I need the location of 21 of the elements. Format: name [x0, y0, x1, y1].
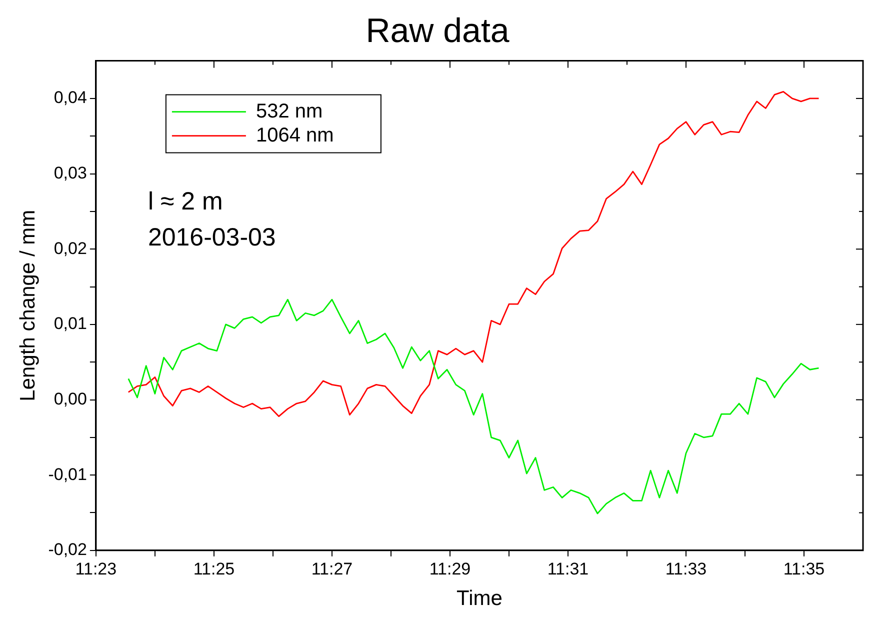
chart-title: Raw data [366, 12, 510, 50]
x-axis-title: Time [456, 587, 502, 610]
x-tick-label: 11:35 [783, 559, 825, 578]
y-tick-label: -0,01 [48, 464, 87, 484]
x-tick-label: 11:27 [311, 559, 353, 578]
y-tick-label: 0,01 [54, 314, 87, 334]
x-tick-label: 11:29 [429, 559, 471, 578]
y-tick-label: 0,04 [54, 88, 87, 108]
x-tick-label: 11:33 [665, 559, 707, 578]
x-tick-label: 11:25 [193, 559, 235, 578]
legend-label: 1064 nm [256, 124, 334, 146]
y-tick-label: 0,02 [54, 238, 87, 258]
x-tick-label: 11:31 [547, 559, 589, 578]
annotation: 2016-03-03 [148, 224, 276, 252]
y-tick-label: 0,03 [54, 163, 87, 182]
y-axis-title: Length change / mm [16, 210, 40, 402]
y-tick-label: -0,02 [48, 540, 87, 560]
y-tick-label: 0,00 [54, 389, 87, 408]
x-tick-label: 11:23 [75, 559, 117, 578]
annotation: l ≈ 2 m [148, 188, 223, 216]
legend-label: 532 nm [256, 100, 323, 122]
